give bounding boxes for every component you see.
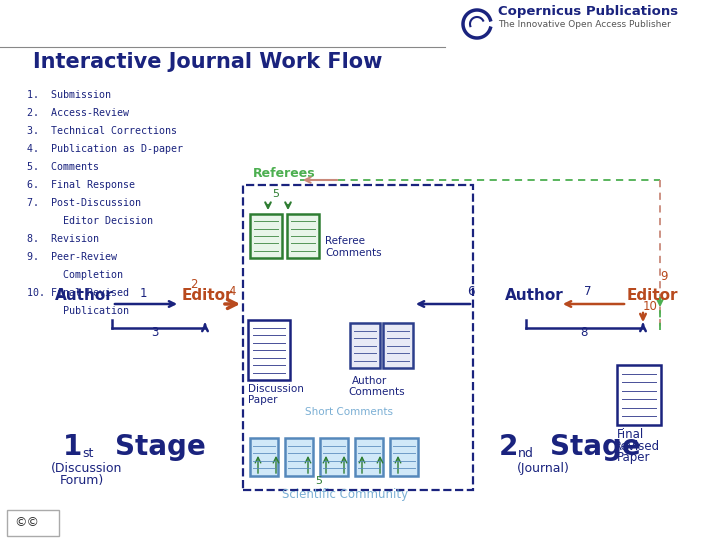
Text: (Journal): (Journal) — [516, 462, 570, 475]
Text: 8.  Revision: 8. Revision — [27, 234, 99, 244]
Text: 2.  Access-Review: 2. Access-Review — [27, 108, 129, 118]
Bar — [617, 365, 661, 425]
Text: Paper: Paper — [617, 451, 650, 464]
Text: 10: 10 — [643, 300, 658, 313]
Bar — [248, 320, 290, 380]
Bar — [250, 438, 278, 476]
Bar — [250, 214, 282, 258]
Text: Comments: Comments — [348, 387, 405, 397]
Bar — [350, 323, 380, 368]
Bar — [355, 438, 383, 476]
Text: (Discussion: (Discussion — [51, 462, 122, 475]
Text: $\mathbf{2}$: $\mathbf{2}$ — [498, 433, 518, 461]
Text: Short Comments: Short Comments — [305, 407, 393, 417]
Text: 6: 6 — [467, 285, 474, 298]
Text: 2: 2 — [190, 278, 197, 291]
Text: $\mathbf{1}$: $\mathbf{1}$ — [63, 433, 81, 461]
Text: 3: 3 — [151, 326, 158, 339]
Text: 9: 9 — [660, 270, 667, 283]
Text: The Innovative Open Access Publisher: The Innovative Open Access Publisher — [498, 20, 671, 29]
Text: 10. Final Revised: 10. Final Revised — [27, 288, 129, 298]
Text: 9.  Peer-Review: 9. Peer-Review — [27, 252, 117, 262]
Bar — [243, 185, 473, 490]
Bar — [287, 214, 319, 258]
Text: Editor: Editor — [182, 288, 233, 303]
Text: Completion: Completion — [27, 270, 123, 280]
Text: 5: 5 — [315, 476, 322, 486]
Text: 7.  Post-Discussion: 7. Post-Discussion — [27, 198, 141, 208]
Text: Author: Author — [55, 288, 114, 303]
Text: Referees: Referees — [253, 167, 315, 180]
Text: Author: Author — [352, 376, 387, 386]
Text: 5: 5 — [272, 189, 279, 199]
Text: 4.  Publication as D-paper: 4. Publication as D-paper — [27, 144, 183, 154]
Text: Forum): Forum) — [60, 474, 104, 487]
Text: Scientific Community: Scientific Community — [282, 488, 408, 501]
Text: 5.  Comments: 5. Comments — [27, 162, 99, 172]
Text: 8: 8 — [580, 326, 588, 339]
Text: 3.  Technical Corrections: 3. Technical Corrections — [27, 126, 177, 136]
Text: nd: nd — [518, 447, 534, 460]
Text: Copernicus Publications: Copernicus Publications — [498, 5, 678, 18]
Text: Referee: Referee — [325, 236, 365, 246]
Text: ©©: ©© — [14, 516, 39, 529]
Text: Final: Final — [617, 428, 644, 441]
Text: Comments: Comments — [325, 248, 382, 258]
Text: Paper: Paper — [248, 395, 277, 405]
Text: Editor: Editor — [627, 288, 678, 303]
Text: 4: 4 — [228, 285, 235, 298]
Text: Interactive Journal Work Flow: Interactive Journal Work Flow — [33, 52, 382, 72]
Text: Author: Author — [505, 288, 564, 303]
Text: Stage: Stage — [550, 433, 641, 461]
Text: Editor Decision: Editor Decision — [27, 216, 153, 226]
Bar — [285, 438, 313, 476]
Text: Stage: Stage — [115, 433, 206, 461]
Text: 6.  Final Response: 6. Final Response — [27, 180, 135, 190]
Text: 7: 7 — [584, 285, 592, 298]
FancyBboxPatch shape — [7, 510, 59, 536]
Bar — [383, 323, 413, 368]
Text: Revised: Revised — [614, 440, 660, 453]
Text: Discussion: Discussion — [248, 384, 304, 394]
Bar — [320, 438, 348, 476]
Text: st: st — [82, 447, 94, 460]
Bar — [390, 438, 418, 476]
Text: 1.  Submission: 1. Submission — [27, 90, 111, 100]
Text: 1: 1 — [139, 287, 147, 300]
Text: Publication: Publication — [27, 306, 129, 316]
